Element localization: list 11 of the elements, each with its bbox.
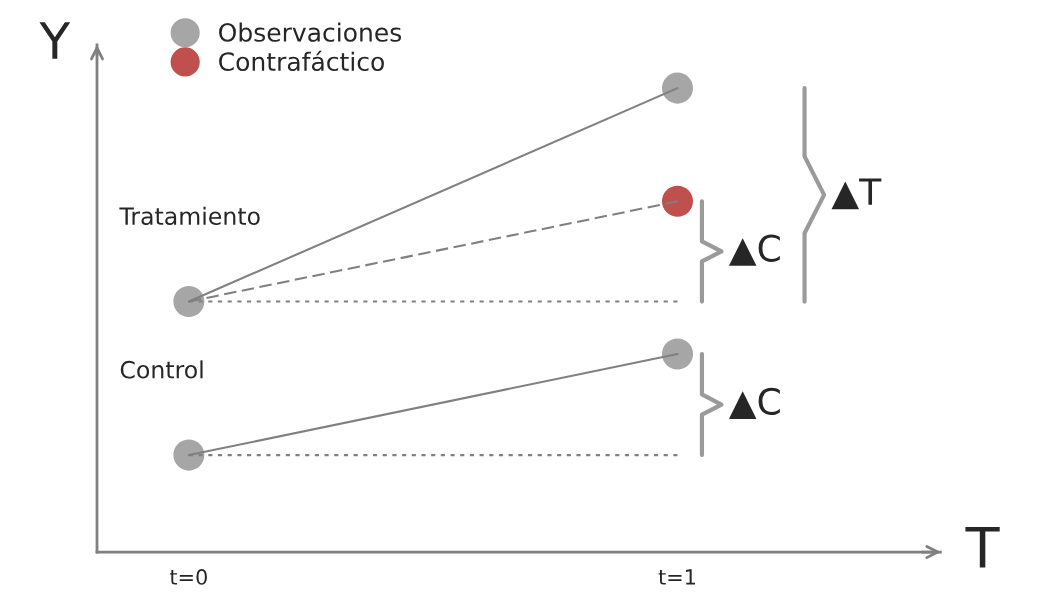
annotation: Control [120, 360, 203, 379]
y-axis-title: Y [39, 22, 71, 59]
x-tick-label: t=1 [658, 569, 696, 585]
legend-label: Contrafáctico [219, 50, 384, 72]
legend-label: Observaciones [219, 22, 402, 42]
annotation: Tratamiento [119, 206, 260, 226]
x-tick-label: t=0 [169, 569, 207, 585]
annotation: ▲C [728, 234, 780, 266]
annotation: ▲C [728, 387, 780, 419]
x-axis-title: T [965, 526, 1000, 568]
annotation: ▲T [831, 178, 882, 210]
